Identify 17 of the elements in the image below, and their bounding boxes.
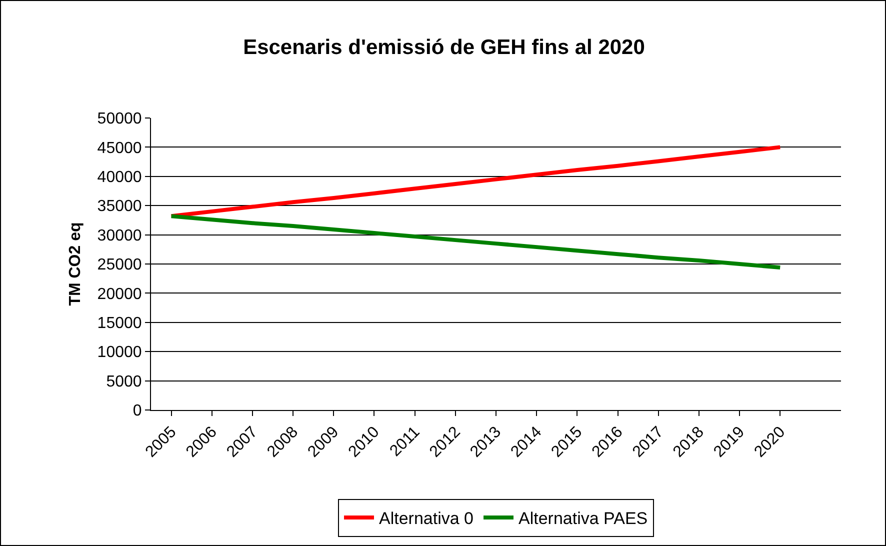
- y-tick-label: 45000: [97, 140, 142, 157]
- y-tick-label: 50000: [97, 110, 142, 128]
- y-tick-label: 0: [132, 402, 142, 420]
- y-axis-title: TM CO2 eq: [67, 222, 84, 306]
- y-tick-label: 10000: [97, 344, 142, 362]
- line-series: [169, 214, 782, 270]
- y-tick-label: 40000: [97, 169, 142, 186]
- y-tick-label: 25000: [97, 256, 142, 274]
- y-tick-label: 30000: [97, 227, 142, 244]
- y-tick-label: 20000: [97, 286, 142, 303]
- y-tick-label: 5000: [106, 373, 142, 390]
- y-tick-label: 15000: [97, 315, 142, 332]
- legend-label: Alternativa 0: [379, 509, 474, 528]
- y-tick-label: 35000: [97, 198, 142, 216]
- line-series: [169, 145, 782, 218]
- chart-title: Escenaris d'emissió de GEH fins al 2020: [243, 36, 645, 59]
- legend-label: Alternativa PAES: [518, 509, 648, 528]
